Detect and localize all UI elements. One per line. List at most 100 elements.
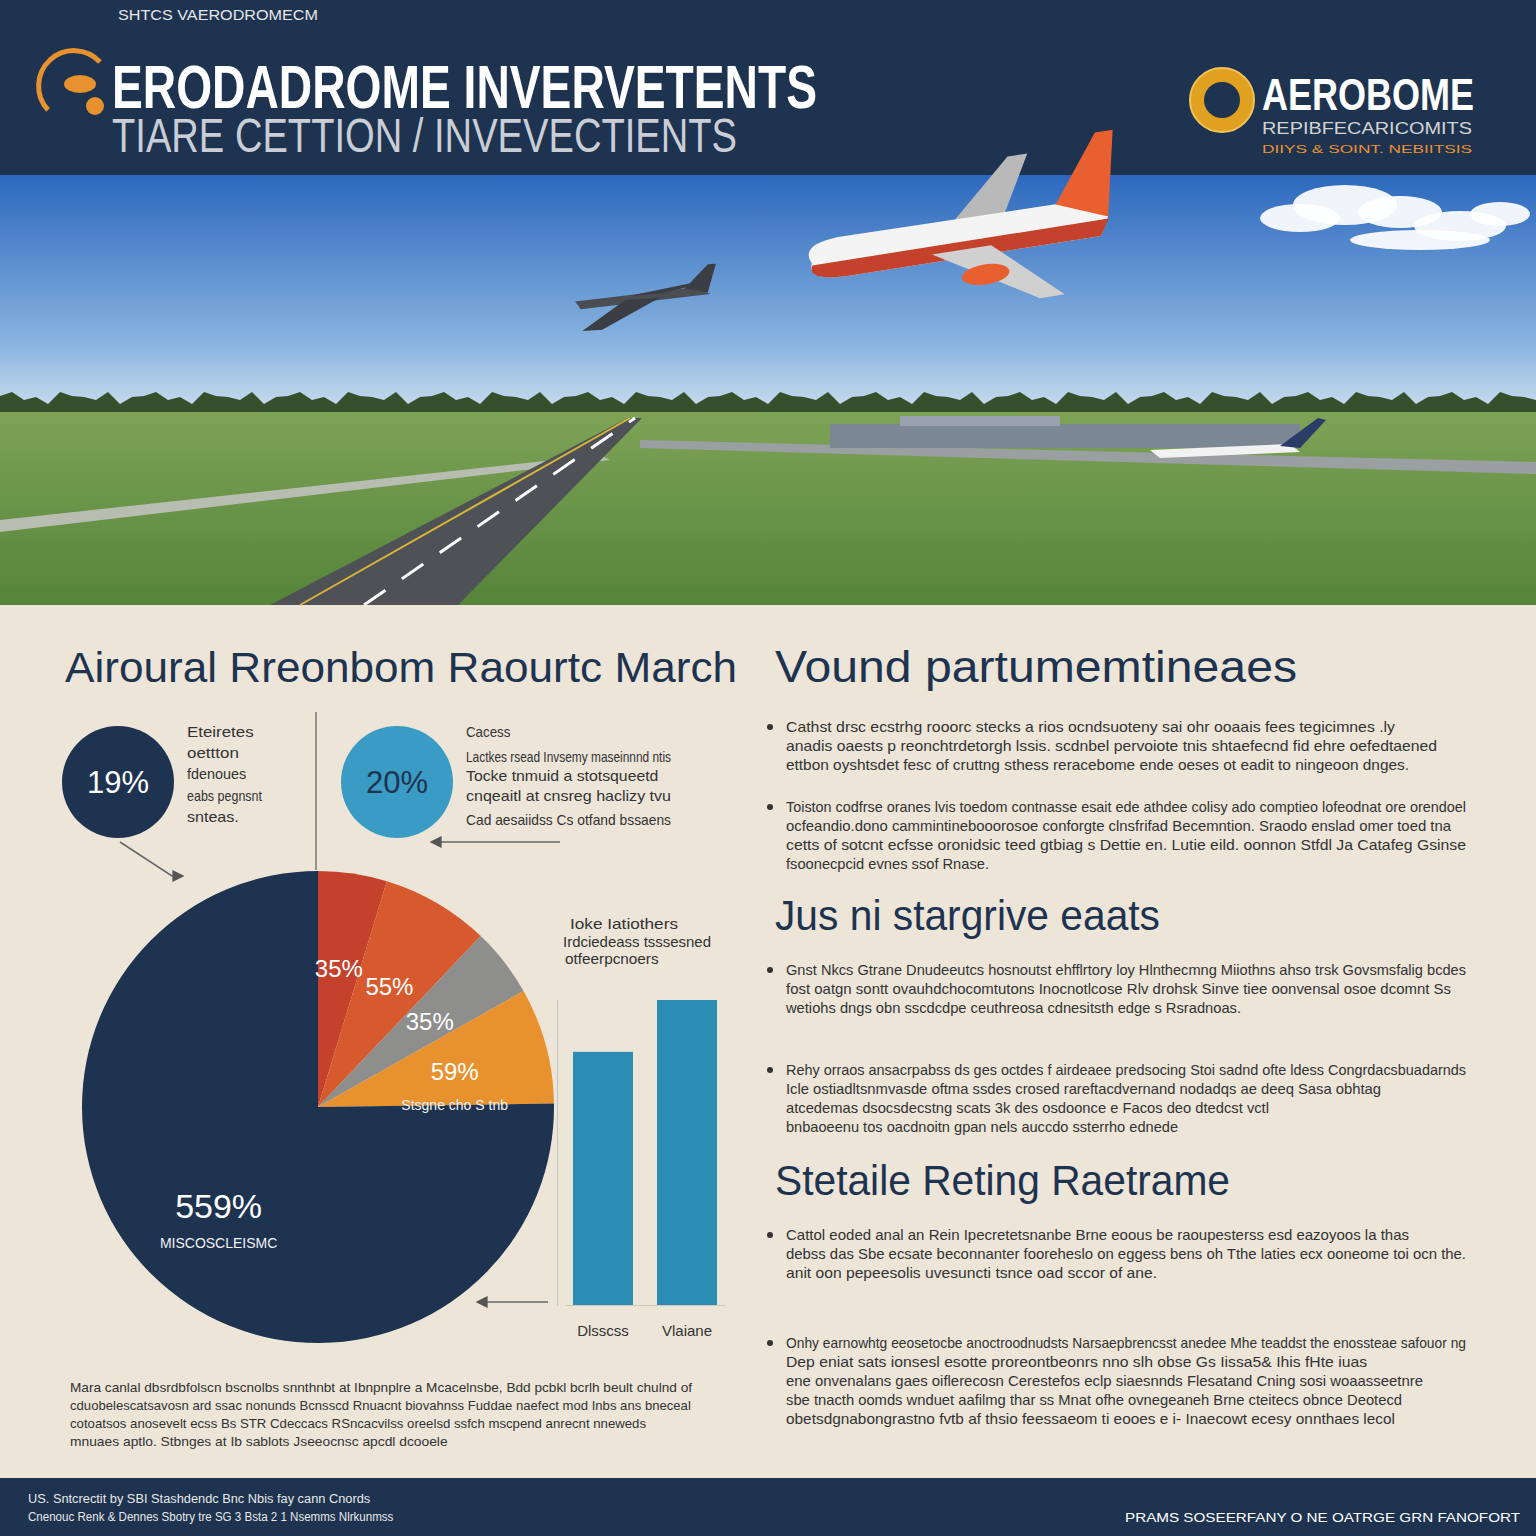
paragraph-line: ocfeandio.dono cammintinebooorosoe confo… [786,817,1452,834]
parked-plane-tail [1280,418,1326,448]
paragraph-line: obetsdgnabongrastno fvtb af thsio feessa… [786,1410,1395,1427]
brand: AEROBOME [1262,70,1474,119]
brand-sub: REPIBFECARICOMITS [1262,119,1472,138]
header: SHTCS VAERODROMECMERODADROME INVERVETENT… [39,6,1474,162]
tick-label: Vlaiane [662,1322,712,1339]
infographic: SHTCS VAERODROMECMERODADROME INVERVETENT… [0,0,1536,1536]
pie [82,871,554,1343]
brand-logo [1190,68,1254,132]
heading: Jus ni stargrive eaats [775,892,1160,939]
plane-wing [932,235,1065,314]
runway-edge [300,418,630,605]
footnote: cotoatsos anosevelt ecss Bs STR Cdeccacs… [70,1416,646,1431]
content-bg [0,605,1536,1480]
paragraph-line: Rehy orraos ansacrpabss ds ges octdes f … [786,1061,1466,1078]
bullet [767,1067,773,1073]
slice-label: Stsgne cho S tnb [401,1097,508,1113]
footer: US. Sntcrectit by SBI Stashdendc Bnc Nbi… [28,1492,1520,1525]
stat-text: Lactkes rsead Invsemy maseinnnd ntis [466,748,671,765]
tick: Vlaiane [662,1322,712,1339]
pie-labels: 35%55%35%59%Stsgne cho S tnb559%MISCOSCL… [160,955,508,1251]
footer-bg [0,1478,1536,1536]
data-label: 35% [315,955,363,982]
footer-text: Cnenouc Renk & Dennes Sbotry tre SG 3 Bs… [28,1510,393,1524]
stat-value: 20% [366,765,428,800]
bar [573,1052,633,1305]
bullet [767,724,773,730]
bullet [767,804,773,810]
subtitle: TIARE CETTION / INVEVECTIENTS [112,109,737,162]
data-label: 59% [431,1058,479,1085]
brand-logo-inner [1204,82,1240,118]
paragraph-line: anadis oaests p reonchtrdetorgh lssis. s… [786,737,1437,754]
cloud [1350,230,1490,250]
note: Irdciedeass tsssesned [563,933,711,950]
logo-bird [64,75,96,93]
brand-tag: DIIYS & SOINT. NEBIITSIS [1262,143,1472,155]
right-column: Vound partumemtineaes Cathst drsc ecstrhg… [767,642,1466,1427]
plane-tail [1045,130,1125,225]
logo-dot [86,97,104,115]
grass [0,405,1536,605]
paragraph-line: ene onvenalans gaes oiflerecosn Cerestef… [786,1372,1423,1389]
paragraph-line: atcedemas dsocsdecstng scats 3k des osdo… [786,1099,1269,1116]
pie-slice [318,991,554,1107]
bars [573,1000,717,1305]
plane-engine [960,261,1011,288]
paragraph-line: Toiston codfrse oranes lvis toedom contn… [786,798,1466,815]
data-label: 559% [175,1187,262,1225]
stat-text: Tocke tnmuid a stotsqueetd [466,767,658,784]
stat-value: 19% [87,765,149,800]
paragraph-line: wetiohs dngs obn sscdcdpe ceuthreosa cdn… [785,999,1241,1016]
tree-line [0,392,1536,412]
plane-small-tail [683,264,718,294]
bullet [767,1232,773,1238]
stat-text: oettton [187,744,239,761]
paragraph-line: Dep eniat sats ionsesl esotte proreontbe… [786,1353,1367,1370]
bullet [767,1340,773,1346]
stat-text: fdenoues [187,765,246,782]
plane-fuselage [806,195,1111,282]
paragraph-line: sbe tnacth oomds wnduet aafilmg thar ss … [786,1391,1402,1408]
connector [120,842,182,876]
tick-label: Dlsscss [577,1322,629,1339]
paragraph-line: Cathst drsc ecstrhg rooorc stecks a rios… [786,718,1396,735]
footer-text: PRAMS SOSEERFANY O NE OATRGE GRN FANOFOR… [1125,1510,1520,1525]
stat-text: Cad aesaiidss Cs otfand bssaens [466,811,671,828]
stat-text: snteas. [187,808,239,825]
page: SHTCS VAERODROMECMERODADROME INVERVETENT… [0,0,1536,1536]
pie-slices [82,871,554,1343]
stat-text: cnqeaitl at cnsreg haclizy tvu [466,787,671,804]
divider [315,712,317,870]
stat-text: Eteiretes [187,723,254,740]
parked-plane [1150,444,1300,458]
paragraph-line: Onhy earnowhtg eeosetocbe anoctroodnudst… [786,1334,1466,1351]
stat-circle [62,726,174,838]
sky [0,175,1536,410]
paragraph-line: Gnst Nkcs Gtrane Dnudeeutcs hosnoutst eh… [786,961,1466,978]
heading: Vound partumemtineaes [775,642,1297,691]
paragraph-line: ettbon oyshtsdet fesc of cruttng sthess … [786,756,1409,773]
runway-centerline [364,418,635,605]
footer-text: US. Sntcrectit by SBI Stashdendc Bnc Nbi… [28,1492,370,1506]
paragraph-line: Icle ostiadltsnmvasde oftma ssdes crosed… [786,1080,1381,1097]
axis-line [557,1001,558,1306]
paragraph-line: debss das Sbe ecsate beconnanter foorehe… [786,1245,1466,1262]
heading: Airoural Rreonbom Raourtc March [65,644,737,691]
heading: Stetaile Reting Raetrame [775,1157,1230,1204]
terminal-roof [900,416,1060,426]
y-axis [557,1001,558,1306]
axis-line [566,1305,726,1306]
stat-text: eabs pegnsnt [187,787,263,804]
paragraph-line: fsoonecpcid evnes ssof Rnase. [786,855,989,872]
kicker: SHTCS VAERODROMECM [118,6,318,23]
paragraph-line: anit oon pepeesolis uvesuncti tsnce oad … [786,1264,1157,1281]
stat-circle [341,726,453,838]
stat-text: Cacess [466,723,510,740]
data-label: 35% [406,1008,454,1035]
data-label: 55% [365,973,413,1000]
pie-slice [82,871,554,1343]
terminal [830,424,1300,448]
plane [797,130,1137,333]
bullet [767,967,773,973]
